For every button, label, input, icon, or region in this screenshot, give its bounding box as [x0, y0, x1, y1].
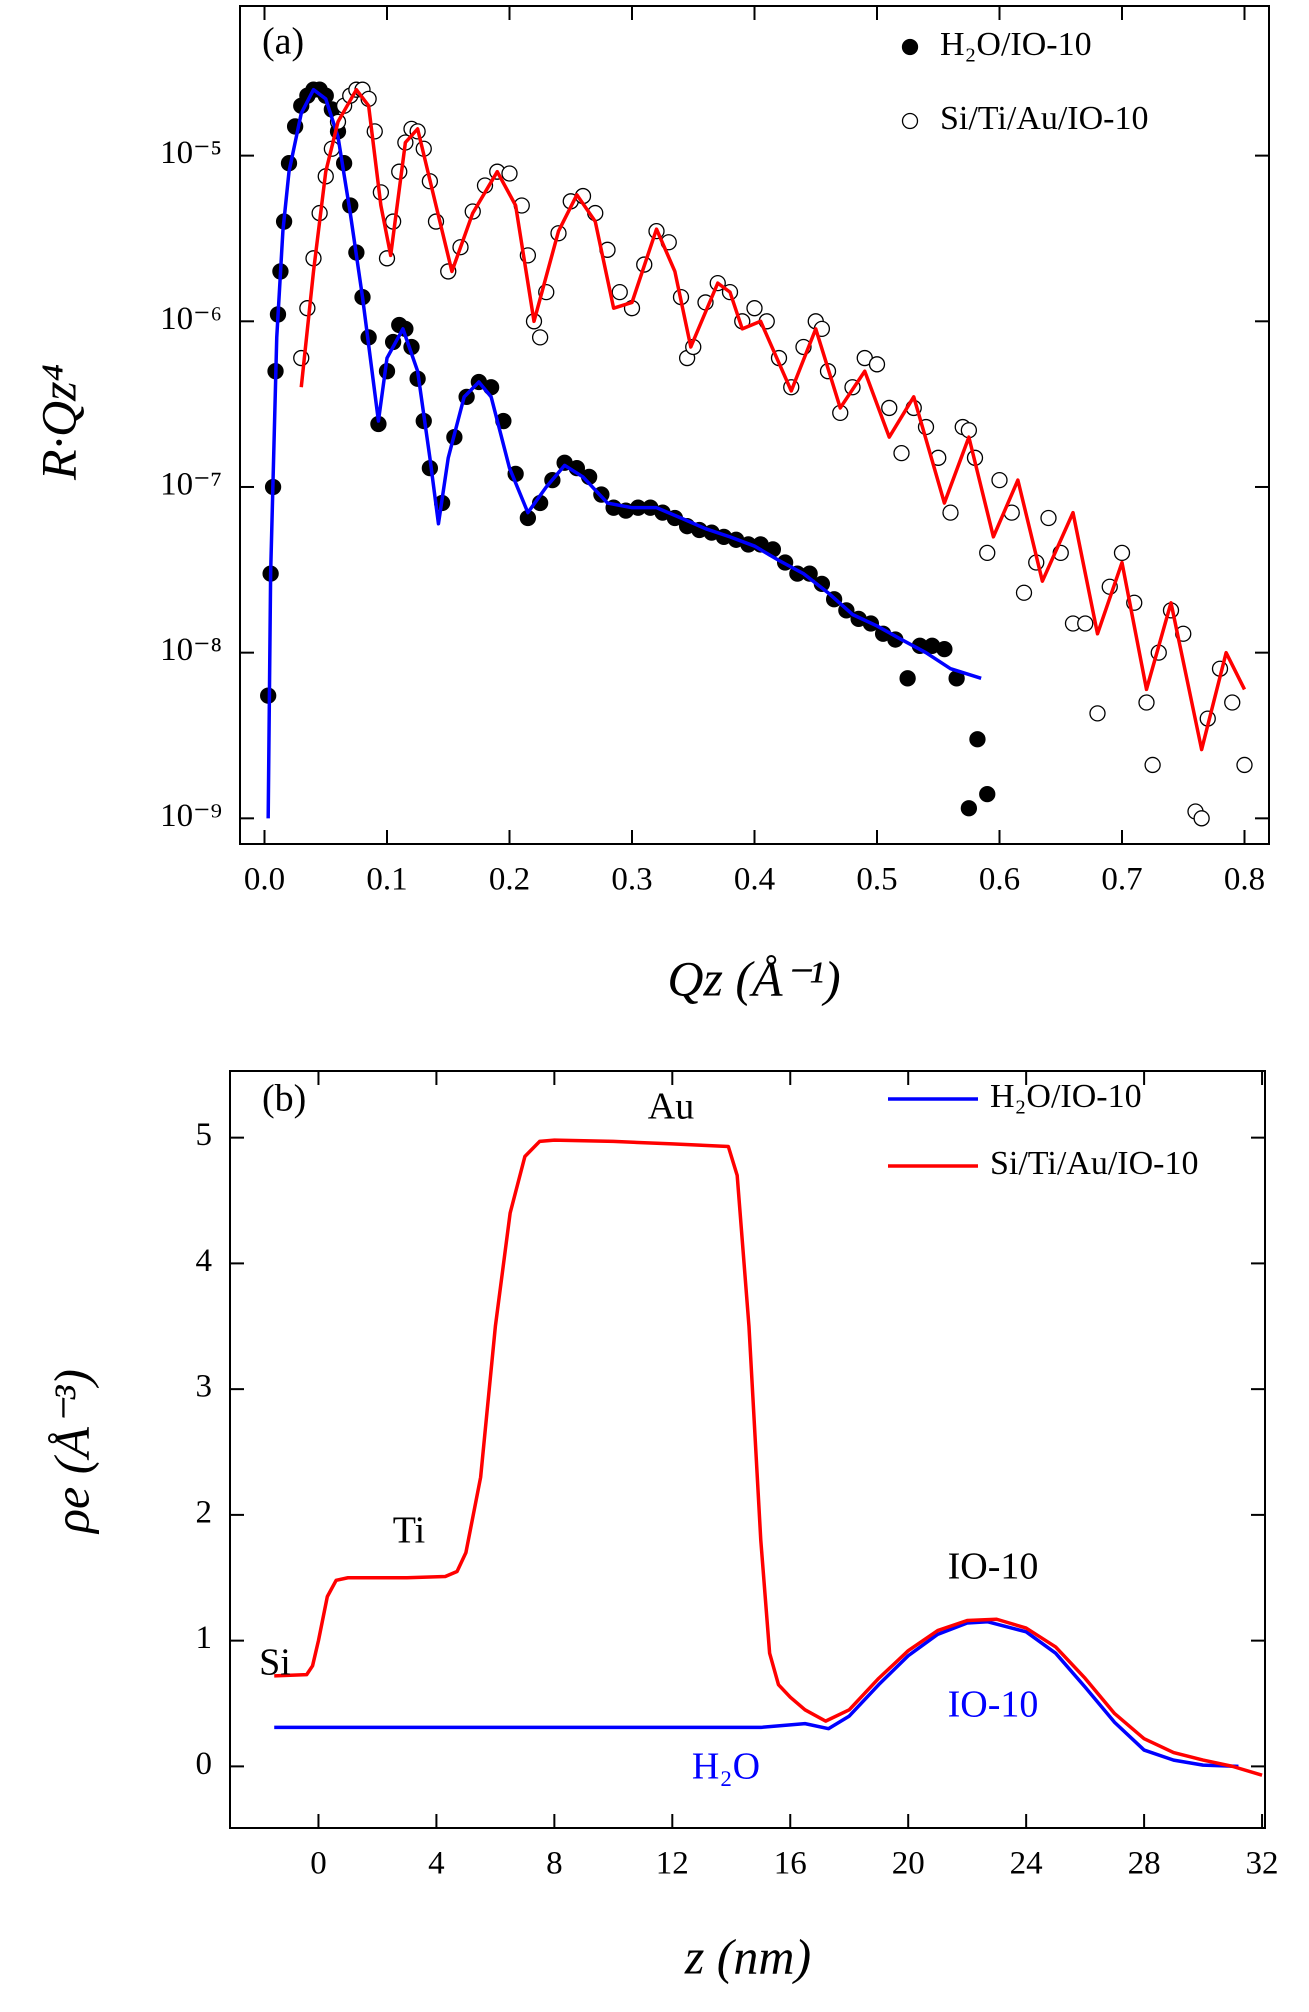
plot-area	[274, 1138, 1263, 1777]
x-tick-label: 0.3	[611, 862, 652, 898]
x-tick-label: 8	[546, 1846, 563, 1882]
annotation: Si	[259, 1642, 291, 1684]
x-tick-label: 0.5	[856, 862, 897, 898]
data-point	[960, 800, 978, 817]
legend-marker	[901, 112, 919, 130]
x-tick-label: 20	[892, 1846, 925, 1882]
x-tick-label: 0.2	[489, 862, 530, 898]
y-tick-label: 10⁻⁵	[160, 135, 222, 171]
fit-line	[274, 1620, 1239, 1769]
plot-area	[260, 81, 1253, 827]
data-point	[1113, 544, 1131, 562]
fit-line	[266, 87, 982, 819]
data-point	[1144, 756, 1161, 774]
annotation: IO-10	[948, 1546, 1039, 1588]
y-axis-label: R·Qz⁴	[30, 364, 86, 481]
annotation: (a)	[262, 21, 304, 63]
data-point	[979, 785, 996, 803]
panel: 0.0 0.1 0.2 0.3 0.4 0.5 0.6 0.7 0.8 10⁻⁹ 10⁻⁸ 10⁻⁷ 1…	[30, 5, 1270, 1006]
data-point	[881, 399, 898, 417]
data-point	[979, 544, 996, 562]
legend-label: Si/Ti/Au/IO-10	[940, 100, 1148, 137]
legend-label: Si/Ti/Au/IO-10	[990, 1145, 1198, 1182]
data-point	[531, 329, 549, 346]
x-tick-label: 16	[774, 1846, 807, 1882]
fit-line	[299, 87, 1247, 752]
x-tick-label: 4	[428, 1846, 445, 1882]
annotation: (b)	[262, 1078, 306, 1120]
x-tick-label: 0.1	[366, 862, 407, 898]
data-point	[991, 471, 1008, 489]
x-tick-label: 24	[1010, 1846, 1043, 1882]
x-tick-label: 32	[1246, 1846, 1279, 1882]
data-point	[1077, 615, 1094, 632]
data-point	[1089, 705, 1106, 722]
y-tick-label: 1	[196, 1620, 213, 1656]
legend-label: H₂O/IO-10	[940, 26, 1092, 63]
y-tick-label: 10⁻⁸	[160, 632, 222, 668]
data-point	[899, 670, 916, 687]
y-tick-label: 5	[196, 1117, 213, 1153]
y-tick-label: 2	[196, 1494, 213, 1530]
x-tick-label: 0	[310, 1846, 327, 1882]
data-point	[1138, 694, 1155, 711]
annotation: IO-10	[948, 1684, 1039, 1726]
annotation: Au	[648, 1086, 694, 1128]
fit-line	[274, 1138, 1263, 1777]
data-point	[868, 356, 886, 373]
data-point	[1015, 584, 1033, 601]
x-tick-label: 28	[1128, 1846, 1161, 1882]
x-tick-label: 0.6	[979, 862, 1020, 898]
y-axis-label: ρe (Å⁻³)	[43, 1369, 99, 1535]
y-tick-label: 10⁻⁹	[160, 798, 222, 834]
data-point	[1040, 509, 1057, 527]
x-axis-label: z (nm)	[684, 1928, 811, 1984]
y-tick-label: 10⁻⁶	[160, 301, 222, 337]
x-tick-label: 0.8	[1224, 862, 1265, 898]
x-axis-label: Qz (Å⁻¹)	[667, 950, 840, 1006]
plot-frame	[229, 1070, 1266, 1829]
x-tick-label: 0.7	[1101, 862, 1142, 898]
legend-marker	[901, 38, 919, 56]
data-point	[942, 504, 959, 521]
data-point	[611, 283, 628, 301]
data-point	[1236, 756, 1253, 774]
y-tick-label: 3	[196, 1369, 213, 1405]
annotation: H₂O	[692, 1746, 760, 1788]
annotation: Ti	[393, 1510, 425, 1552]
legend-label: H₂O/IO-10	[990, 1078, 1142, 1115]
data-point	[1224, 694, 1241, 711]
x-tick-label: 12	[656, 1846, 689, 1882]
y-tick-label: 10⁻⁷	[160, 467, 222, 503]
x-tick-label: 0.4	[734, 862, 775, 898]
y-tick-label: 0	[196, 1746, 213, 1782]
data-point	[893, 445, 910, 462]
data-point	[501, 165, 518, 182]
y-tick-label: 4	[196, 1243, 213, 1279]
data-point	[936, 640, 953, 658]
x-tick-label: 0.0	[244, 862, 285, 898]
data-point	[969, 731, 986, 748]
data-point	[1193, 810, 1210, 827]
data-point	[746, 300, 763, 317]
